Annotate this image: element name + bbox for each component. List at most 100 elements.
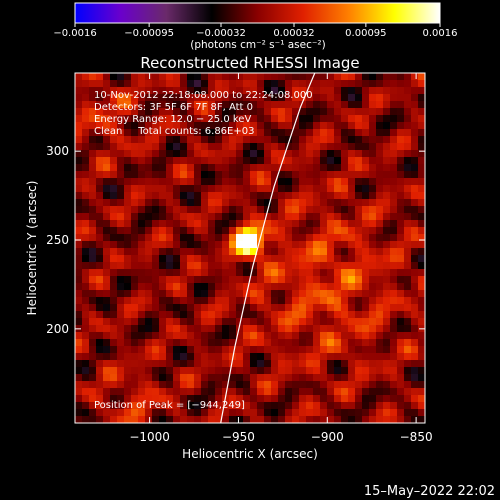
heatmap-cell [334,360,342,368]
heatmap-cell [313,80,321,88]
heatmap-cell [145,346,153,354]
heatmap-cell [404,269,412,277]
heatmap-cell [369,402,377,410]
heatmap-cell [313,192,321,200]
heatmap-cell [152,283,160,291]
heatmap-cell [271,73,279,81]
heatmap-cell [96,367,104,375]
heatmap-cell [411,192,419,200]
heatmap-cell [418,402,425,410]
heatmap-cell [306,402,314,410]
heatmap-cell [124,136,132,144]
heatmap-cell [131,192,139,200]
heatmap-cell [82,262,90,270]
heatmap-cell [96,136,104,144]
heatmap-cell [313,115,321,123]
heatmap-cell [180,304,188,312]
heatmap-cell [173,80,181,88]
heatmap-cell [362,269,370,277]
heatmap-cell [96,318,104,326]
heatmap-cell [138,325,146,333]
heatmap-cell [145,108,153,116]
heatmap-cell [96,115,104,123]
heatmap-cell [306,318,314,326]
heatmap-cell [194,115,202,123]
heatmap-cell [145,255,153,263]
heatmap-cell [159,213,167,221]
heatmap-cell [166,227,174,235]
heatmap-cell [327,178,335,186]
heatmap-cell [180,311,188,319]
heatmap-cell [110,360,118,368]
heatmap-cell [369,374,377,382]
heatmap-cell [180,339,188,347]
heatmap-cell [222,87,230,95]
chart-title: Reconstructed RHESSI Image [140,54,359,72]
heatmap-cell [306,409,314,417]
heatmap-cell [313,409,321,417]
heatmap-cell [117,318,125,326]
heatmap-cell [278,199,286,207]
heatmap-cell [152,234,160,242]
heatmap-cell [173,185,181,193]
heatmap-cell [222,402,230,410]
heatmap-cell [257,339,265,347]
heatmap-cell [103,276,111,284]
heatmap-cell [215,73,223,81]
heatmap-cell [369,311,377,319]
heatmap-cell [250,318,258,326]
heatmap-cell [362,346,370,354]
y-tick-label: 200 [46,322,69,336]
heatmap-cell [397,150,405,158]
heatmap-cell [222,234,230,242]
heatmap-cell [187,213,195,221]
heatmap-cell [180,276,188,284]
heatmap-cell [75,360,83,368]
heatmap-cell [236,367,244,375]
heatmap-cell [159,409,167,417]
heatmap-cell [222,199,230,207]
heatmap-cell [271,318,279,326]
heatmap-cell [320,248,328,256]
heatmap-cell [110,220,118,228]
heatmap-cell [404,192,412,200]
heatmap-cell [264,381,272,389]
heatmap-cell [243,374,251,382]
heatmap-cell [194,248,202,256]
heatmap-cell [390,360,398,368]
heatmap-cell [271,283,279,291]
heatmap-cell [180,108,188,116]
heatmap-cell [376,353,384,361]
heatmap-cell [264,150,272,158]
heatmap-cell [264,164,272,172]
heatmap-cell [173,101,181,109]
heatmap-cell [376,269,384,277]
heatmap-cell [285,346,293,354]
heatmap-cell [320,255,328,263]
heatmap-cell [418,381,425,389]
heatmap-cell [138,87,146,95]
heatmap-cell [376,311,384,319]
heatmap-cell [187,192,195,200]
heatmap-cell [215,241,223,249]
heatmap-cell [89,332,97,340]
heatmap-cell [131,87,139,95]
heatmap-cell [124,290,132,298]
heatmap-cell [124,381,132,389]
heatmap-cell [159,178,167,186]
heatmap-cell [138,339,146,347]
heatmap-cell [383,381,391,389]
heatmap-cell [96,143,104,151]
heatmap-cell [145,206,153,214]
heatmap-cell [355,157,363,165]
heatmap-cell [166,346,174,354]
heatmap-cell [320,339,328,347]
heatmap-cell [306,213,314,221]
heatmap-cell [173,290,181,298]
heatmap-cell [383,367,391,375]
heatmap-cell [180,241,188,249]
heatmap-cell [180,157,188,165]
heatmap-cell [355,374,363,382]
heatmap-cell [362,388,370,396]
heatmap-cell [215,304,223,312]
